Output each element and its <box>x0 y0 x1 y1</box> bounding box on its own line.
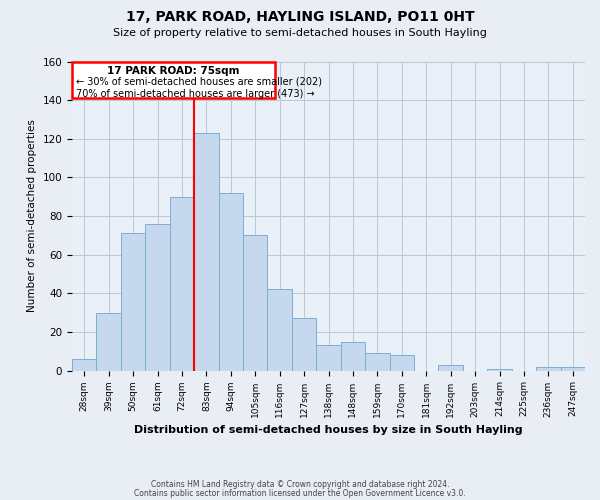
FancyBboxPatch shape <box>72 62 275 98</box>
Text: Contains HM Land Registry data © Crown copyright and database right 2024.: Contains HM Land Registry data © Crown c… <box>151 480 449 489</box>
Bar <box>268 290 292 370</box>
Bar <box>316 346 341 370</box>
Bar <box>121 234 145 370</box>
X-axis label: Distribution of semi-detached houses by size in South Hayling: Distribution of semi-detached houses by … <box>134 425 523 435</box>
Bar <box>170 196 194 370</box>
Bar <box>389 355 414 370</box>
Text: 17 PARK ROAD: 75sqm: 17 PARK ROAD: 75sqm <box>107 66 239 76</box>
Bar <box>97 312 121 370</box>
Bar <box>439 365 463 370</box>
Bar <box>292 318 316 370</box>
Bar <box>145 224 170 370</box>
Bar <box>194 133 218 370</box>
Bar <box>560 366 585 370</box>
Text: Size of property relative to semi-detached houses in South Hayling: Size of property relative to semi-detach… <box>113 28 487 38</box>
Bar <box>218 193 243 370</box>
Text: ← 30% of semi-detached houses are smaller (202): ← 30% of semi-detached houses are smalle… <box>76 77 322 87</box>
Bar <box>72 359 97 370</box>
Text: Contains public sector information licensed under the Open Government Licence v3: Contains public sector information licen… <box>134 489 466 498</box>
Text: 70% of semi-detached houses are larger (473) →: 70% of semi-detached houses are larger (… <box>76 88 314 99</box>
Bar <box>365 353 389 370</box>
Bar <box>536 366 560 370</box>
Y-axis label: Number of semi-detached properties: Number of semi-detached properties <box>27 120 37 312</box>
Bar <box>243 236 268 370</box>
Bar <box>341 342 365 370</box>
Bar <box>487 368 512 370</box>
Text: 17, PARK ROAD, HAYLING ISLAND, PO11 0HT: 17, PARK ROAD, HAYLING ISLAND, PO11 0HT <box>125 10 475 24</box>
